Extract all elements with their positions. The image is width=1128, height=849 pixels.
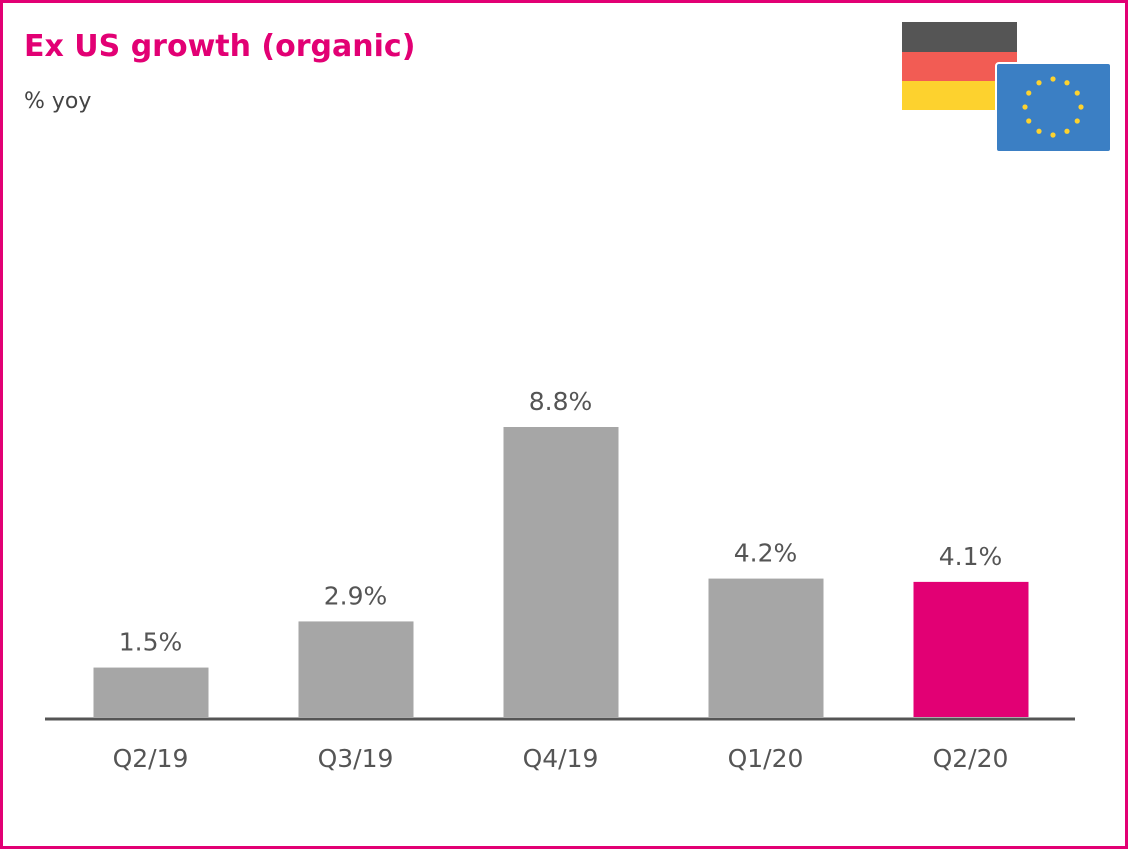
flag-star xyxy=(1050,76,1056,82)
x-tick-label: Q2/19 xyxy=(113,744,189,773)
value-label: 4.1% xyxy=(939,542,1003,571)
x-tick-label: Q4/19 xyxy=(523,744,599,773)
flag-star xyxy=(1064,80,1070,86)
bar xyxy=(708,578,824,717)
flag-star xyxy=(1074,90,1080,96)
value-label: 2.9% xyxy=(324,581,388,610)
value-label: 1.5% xyxy=(119,628,183,657)
bar xyxy=(503,427,619,717)
flag-star xyxy=(1078,104,1084,110)
flag-star xyxy=(1064,128,1070,134)
x-tick-label: Q1/20 xyxy=(728,744,804,773)
bar xyxy=(298,621,414,717)
flag-star xyxy=(1074,118,1080,124)
value-label: 4.2% xyxy=(734,539,798,568)
flag-star xyxy=(1022,104,1028,110)
bar xyxy=(913,581,1029,717)
flag-star xyxy=(1036,80,1042,86)
eu-flag xyxy=(995,62,1112,153)
flag-star xyxy=(1026,118,1032,124)
chart-subtitle: % yoy xyxy=(24,89,91,114)
x-tick-label: Q2/20 xyxy=(933,744,1009,773)
flag-field xyxy=(995,62,1112,153)
chart-title: Ex US growth (organic) xyxy=(24,29,415,64)
bar xyxy=(93,667,209,717)
flag-star xyxy=(1026,90,1032,96)
flag-star xyxy=(1036,128,1042,134)
x-tick-label: Q3/19 xyxy=(318,744,394,773)
flag-star xyxy=(1050,132,1056,138)
value-label: 8.8% xyxy=(529,387,593,416)
flag-stripe xyxy=(902,22,1017,52)
